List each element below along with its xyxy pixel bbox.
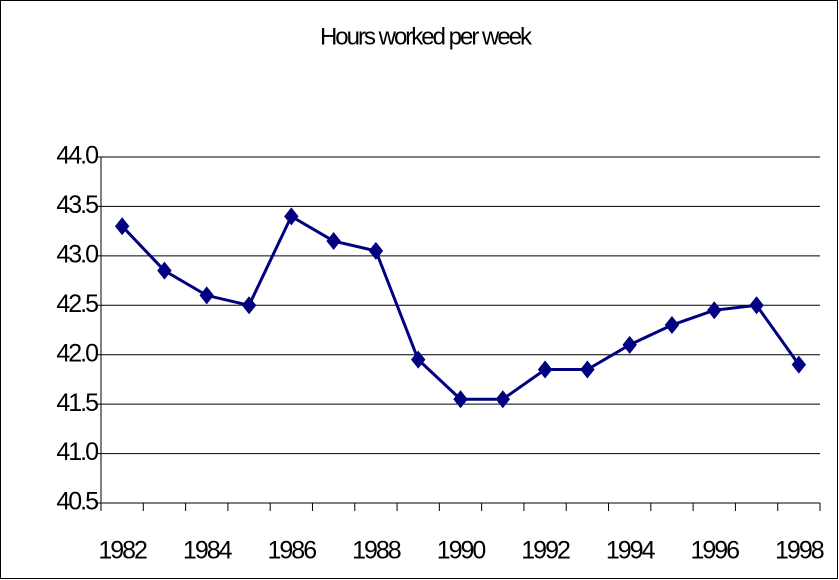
marker <box>411 350 426 369</box>
y-tick-label: 42.0 <box>56 339 98 367</box>
marker <box>326 232 341 251</box>
x-tick-label: 1998 <box>775 537 824 565</box>
y-tick-label: 43.5 <box>56 191 98 219</box>
marker <box>199 286 214 305</box>
marker <box>114 217 130 236</box>
marker <box>453 390 468 409</box>
marker <box>622 335 637 354</box>
marker <box>664 316 680 335</box>
x-tick-label: 1990 <box>437 537 486 565</box>
marker <box>157 261 172 280</box>
x-tick-label: 1988 <box>352 537 401 565</box>
x-tick-label: 1996 <box>690 537 739 565</box>
marker <box>495 390 510 409</box>
x-tick-label: 1992 <box>521 537 570 565</box>
y-tick-label: 44.0 <box>56 142 98 170</box>
marker <box>284 207 299 226</box>
x-tick-label: 1982 <box>98 537 147 565</box>
marker <box>537 360 553 379</box>
marker <box>749 296 764 315</box>
y-tick-label: 41.5 <box>56 389 98 417</box>
marker <box>368 241 384 260</box>
marker <box>707 301 722 320</box>
x-tick-label: 1994 <box>606 537 656 565</box>
x-tick-label: 1986 <box>268 537 317 565</box>
chart-title: Hours worked per week <box>320 23 533 50</box>
y-tick-label: 41.0 <box>56 438 98 466</box>
y-tick-label: 40.5 <box>56 488 98 516</box>
x-tick-label: 1984 <box>183 537 233 565</box>
marker <box>580 360 595 379</box>
y-tick-label: 42.5 <box>56 290 98 318</box>
marker <box>241 296 257 315</box>
marker <box>791 355 807 374</box>
y-tick-label: 43.0 <box>56 240 98 268</box>
